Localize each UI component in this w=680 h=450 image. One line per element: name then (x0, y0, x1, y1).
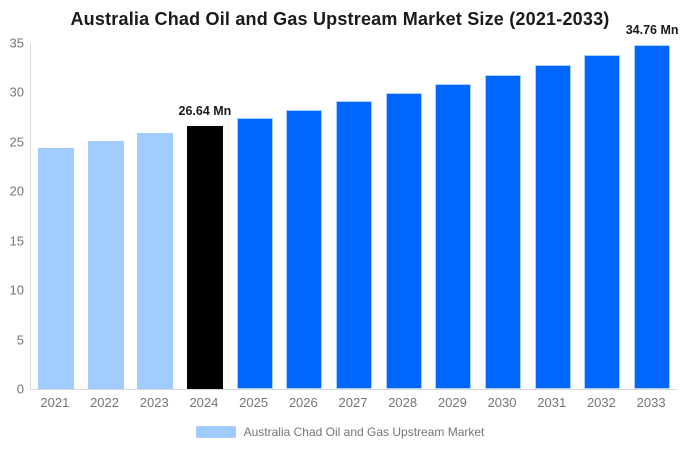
bar-value-label-2033: 34.76 Mn (625, 23, 679, 38)
bar-2025 (236, 117, 273, 389)
bar-slot-2023 (130, 43, 180, 389)
y-tick-label-20: 20 (9, 183, 24, 199)
plot-area: 26.64 Mn 34.76 Mn (30, 23, 679, 390)
bar-2028 (385, 92, 422, 389)
bar-slot-2031 (528, 43, 578, 389)
x-tick-label-2025: 2025 (239, 395, 269, 410)
bar-2032 (584, 55, 621, 389)
bar-slot-2021 (31, 43, 81, 389)
legend-label: Australia Chad Oil and Gas Upstream Mark… (243, 425, 485, 439)
y-tick-label-10: 10 (9, 282, 24, 298)
bar-slot-2022 (81, 43, 131, 389)
bar-2027 (335, 101, 372, 389)
bar-2023 (137, 133, 174, 389)
bar-slot-2028 (379, 43, 429, 389)
legend-swatch-icon (195, 426, 236, 438)
x-tick-label-2024: 2024 (189, 395, 219, 410)
x-tick-label-2032: 2032 (586, 395, 616, 410)
legend-item[interactable]: Australia Chad Oil and Gas Upstream Mark… (0, 425, 680, 439)
bar-2026 (286, 109, 323, 389)
bar-slot-2027 (329, 43, 379, 389)
plot-bars: 26.64 Mn 34.76 Mn (31, 23, 679, 389)
x-tick-label-2031: 2031 (537, 395, 567, 410)
bar-slot-2026 (279, 43, 329, 389)
bar-2029 (435, 83, 472, 389)
x-tick-label-2028: 2028 (388, 395, 418, 410)
bar-slot-2033: 34.76 Mn (626, 23, 679, 389)
x-tick-label-2030: 2030 (487, 395, 517, 410)
y-tick-label-25: 25 (9, 134, 24, 150)
bar-2033 (634, 45, 671, 389)
x-tick-label-2021: 2021 (40, 395, 70, 410)
bar-value-label-2024: 26.64 Mn (178, 103, 232, 118)
y-axis: 0 5 10 15 20 25 30 35 (0, 37, 26, 396)
bar-2031 (534, 65, 571, 389)
bar-2024 (186, 125, 223, 389)
x-tick-label-2022: 2022 (90, 395, 119, 410)
y-tick-label-0: 0 (16, 381, 24, 397)
x-tick-label-2033: 2033 (636, 395, 666, 410)
y-tick-label-30: 30 (9, 84, 24, 100)
x-axis: 2021 2022 2023 2024 2025 2026 2027 2028 2029 2030… (30, 395, 676, 410)
bar-slot-2029 (429, 43, 479, 389)
bar-slot-2025 (230, 43, 280, 389)
bar-slot-2024: 26.64 Mn (178, 43, 232, 389)
x-tick-label-2029: 2029 (437, 395, 467, 410)
bar-2022 (87, 140, 124, 389)
bar-slot-2032 (578, 43, 628, 389)
x-tick-label-2027: 2027 (338, 395, 368, 410)
x-tick-label-2023: 2023 (139, 395, 169, 410)
chart-title: Australia Chad Oil and Gas Upstream Mark… (70, 9, 610, 29)
y-tick-label-35: 35 (9, 35, 24, 51)
bar-2030 (485, 74, 522, 389)
bar-2021 (37, 148, 74, 389)
y-tick-label-15: 15 (9, 233, 24, 249)
x-tick-label-2026: 2026 (288, 395, 318, 410)
bar-slot-2030 (478, 43, 528, 389)
y-tick-label-5: 5 (16, 332, 24, 348)
